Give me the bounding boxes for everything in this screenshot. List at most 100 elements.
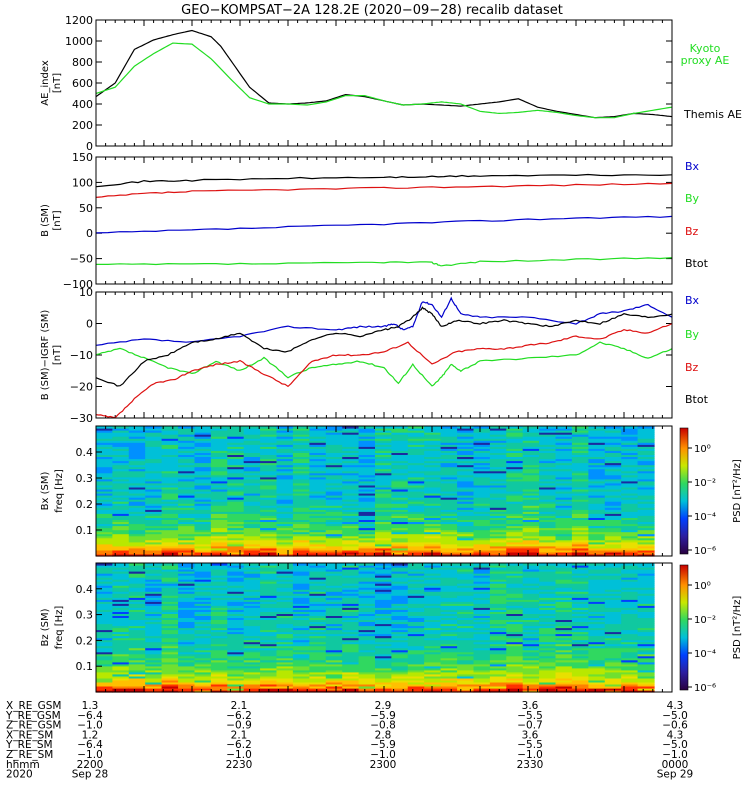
colorbar-label: PSD [nT²/Hz] — [732, 459, 743, 523]
heatmap-cell — [276, 603, 294, 606]
heatmap-cell — [604, 663, 622, 667]
heatmap-cell — [489, 569, 507, 572]
heatmap-cell — [637, 519, 655, 522]
heatmap-cell — [571, 460, 589, 464]
heatmap-cell — [457, 577, 475, 580]
heatmap-cell — [145, 527, 163, 531]
heatmap-cell — [292, 472, 310, 476]
heatmap-cell — [325, 499, 343, 502]
heatmap-cell — [260, 442, 278, 445]
heatmap-cell — [243, 499, 261, 502]
heatmap-cell — [145, 529, 163, 533]
heatmap-cell — [621, 619, 639, 622]
heatmap-cell — [588, 599, 606, 602]
heatmap-cell — [391, 436, 409, 439]
heatmap-cell — [243, 569, 261, 572]
heatmap-cell — [440, 585, 458, 588]
heatmap-cell — [276, 649, 294, 653]
heatmap-cell — [128, 509, 146, 512]
heatmap-cell — [588, 511, 606, 514]
heatmap-cell — [522, 472, 540, 476]
heatmap-cell — [145, 571, 163, 574]
heatmap-cell — [260, 533, 278, 537]
heatmap-cell — [440, 432, 458, 435]
heatmap-cell — [522, 456, 540, 460]
heatmap-cell — [227, 673, 245, 677]
heatmap-cell — [588, 613, 606, 616]
heatmap-cell — [210, 669, 228, 673]
heatmap-cell — [112, 585, 130, 588]
heatmap-cell — [358, 655, 376, 659]
heatmap-cell — [489, 432, 507, 435]
heatmap-cell — [571, 681, 589, 685]
heatmap-cell — [457, 503, 475, 506]
heatmap-cell — [292, 657, 310, 661]
heatmap-cell — [243, 615, 261, 618]
heatmap-cell — [555, 577, 573, 580]
heatmap-cell — [358, 529, 376, 533]
heatmap-cell — [604, 571, 622, 574]
heatmap-cell — [194, 675, 212, 679]
heatmap-cell — [506, 509, 524, 512]
heatmap-cell — [571, 621, 589, 625]
heatmap-cell — [161, 491, 179, 494]
heatmap-cell — [522, 639, 540, 643]
heatmap-cell — [309, 432, 327, 435]
heatmap-cell — [128, 539, 146, 543]
heatmap-cell — [407, 663, 425, 667]
heatmap-cell — [161, 470, 179, 474]
heatmap-cell — [571, 591, 589, 594]
heatmap-cell — [309, 442, 327, 445]
heatmap-cell — [309, 517, 327, 520]
heatmap-cell — [145, 517, 163, 520]
heatmap-cell — [96, 591, 113, 594]
heatmap-cell — [506, 611, 524, 614]
heatmap-cell — [424, 468, 442, 472]
heatmap-cell — [571, 501, 589, 504]
heatmap-cell — [325, 621, 343, 625]
heatmap-cell — [194, 663, 212, 667]
heatmap-cell — [161, 474, 179, 478]
heatmap-cell — [571, 631, 589, 635]
heatmap-cell — [506, 567, 524, 570]
heatmap-cell — [375, 649, 392, 653]
heatmap-cell — [227, 615, 245, 618]
heatmap-cell — [342, 460, 360, 464]
heatmap-cell — [407, 621, 425, 625]
heatmap-cell — [506, 661, 524, 665]
heatmap-cell — [489, 601, 507, 604]
heatmap-cell — [555, 430, 573, 433]
heatmap-cell — [440, 627, 458, 631]
heatmap-cell — [128, 675, 146, 679]
heatmap-cell — [358, 521, 376, 525]
heatmap-cell — [358, 482, 376, 486]
heatmap-cell — [342, 579, 360, 582]
heatmap-cell — [260, 653, 278, 657]
heatmap-cell — [292, 637, 310, 641]
legend-kyoto-1: Kyoto — [690, 42, 721, 55]
heatmap-cell — [112, 567, 130, 570]
heatmap-cell — [457, 675, 475, 679]
heatmap-cell — [457, 661, 475, 665]
heatmap-cell — [276, 444, 294, 447]
heatmap-cell — [309, 426, 327, 429]
heatmap-cell — [325, 587, 343, 590]
heatmap-cell — [539, 468, 557, 472]
heatmap-cell — [96, 464, 113, 468]
heatmap-cell — [571, 503, 589, 506]
heatmap-cell — [604, 442, 622, 445]
heatmap-cell — [506, 571, 524, 574]
heatmap-cell — [391, 491, 409, 494]
heatmap-cell — [555, 551, 573, 555]
heatmap-cell — [637, 641, 655, 645]
heatmap-cell — [522, 426, 540, 429]
heatmap-cell — [391, 452, 409, 455]
heatmap-cell — [407, 531, 425, 535]
heatmap-cell — [161, 529, 179, 533]
heatmap-cell — [457, 599, 475, 602]
heatmap-cell — [96, 686, 113, 689]
heatmap-cell — [539, 440, 557, 443]
heatmap-cell — [407, 430, 425, 433]
heatmap-cell — [539, 454, 557, 457]
heatmap-cell — [555, 595, 573, 598]
